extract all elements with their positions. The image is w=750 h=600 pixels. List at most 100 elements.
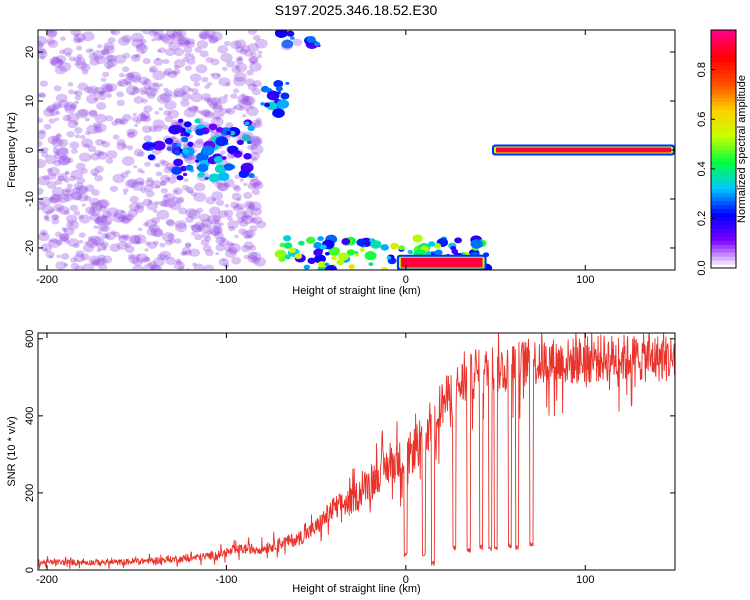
heat-blob: [246, 106, 259, 117]
heat-blob: [158, 83, 163, 88]
heat-blob: [243, 95, 256, 106]
heat-blob: [202, 244, 212, 252]
heat-blob: [107, 37, 116, 44]
heat-blob: [38, 187, 44, 196]
heat-blob: [241, 134, 252, 142]
heat-blob: [241, 45, 251, 53]
heat-blob: [215, 127, 224, 133]
heat-blob: [76, 61, 88, 70]
heat-blob: [175, 219, 187, 229]
heat-blob: [274, 30, 288, 38]
heat-blob: [184, 132, 190, 137]
heat-blob: [303, 264, 311, 270]
heat-blob: [220, 150, 226, 155]
heat-blob: [166, 146, 173, 152]
heat-blob: [240, 207, 245, 211]
heat-blob: [454, 237, 463, 244]
heat-blob: [176, 143, 181, 147]
heat-blob: [147, 241, 158, 249]
heat-blob: [193, 263, 205, 270]
heat-blob: [180, 92, 192, 101]
heat-blob: [94, 113, 107, 124]
heat-blob: [92, 122, 102, 129]
heat-blob: [246, 202, 254, 208]
colorbar-segment: [711, 152, 736, 158]
heat-blob: [101, 255, 113, 264]
heat-blob: [224, 163, 234, 171]
heat-blob: [52, 214, 60, 221]
heat-blob: [57, 173, 69, 182]
heat-blob: [187, 106, 192, 111]
heat-blob: [65, 214, 78, 224]
heat-blob: [39, 229, 48, 236]
heat-blob: [144, 91, 149, 95]
heat-blob: [159, 92, 173, 102]
heat-blob: [41, 232, 47, 237]
heat-blob: [63, 227, 75, 236]
heat-blob: [45, 251, 55, 259]
heat-blob: [141, 125, 152, 134]
heat-blob: [243, 200, 256, 210]
heat-blob: [142, 58, 151, 65]
heat-blob: [247, 125, 255, 132]
heat-blob: [281, 39, 294, 49]
heat-blob: [81, 69, 89, 75]
heat-blob: [159, 242, 166, 248]
heat-blob: [75, 250, 85, 258]
heat-blob: [247, 43, 259, 53]
heat-blob: [127, 253, 136, 260]
heat-blob: [225, 122, 234, 129]
heat-blob: [100, 140, 107, 145]
heat-blob: [238, 98, 252, 109]
heat-blob: [154, 31, 160, 36]
colorbar-segment: [711, 252, 736, 257]
heat-blob: [155, 171, 163, 177]
colorbar-frame: [710, 29, 737, 269]
heat-blob: [202, 109, 212, 117]
heat-blob: [195, 138, 204, 145]
heat-blob: [434, 249, 443, 256]
heat-blob: [97, 150, 105, 157]
heat-blob: [168, 33, 176, 39]
heat-blob: [124, 242, 132, 248]
heat-blob: [245, 215, 251, 220]
heat-blob: [125, 213, 135, 221]
heat-blob: [223, 182, 230, 188]
heat-blob: [168, 238, 176, 244]
heat-blob: [53, 152, 62, 160]
heat-blob: [174, 238, 182, 244]
colorbar-segment: [711, 220, 736, 225]
heat-blob: [159, 159, 166, 165]
heat-blob: [230, 93, 238, 99]
heat-blob: [156, 209, 170, 220]
heat-blob: [191, 56, 196, 60]
heat-blob: [231, 192, 242, 201]
heat-blob: [76, 37, 83, 43]
heat-feature-3: [260, 80, 290, 118]
heat-blob: [164, 254, 169, 258]
heat-blob: [188, 87, 193, 92]
heat-blob: [215, 252, 220, 256]
heat-blob: [292, 38, 303, 47]
heat-blob: [131, 116, 139, 122]
heat-blob: [68, 89, 75, 95]
heat-blob: [75, 45, 83, 51]
heat-blob: [78, 239, 84, 244]
heat-blob: [126, 128, 138, 138]
heat-blob: [226, 241, 234, 247]
heat-blob: [210, 73, 215, 77]
heat-blob: [224, 204, 230, 208]
heat-blob: [51, 137, 64, 148]
heat-blob: [38, 201, 46, 211]
heat-blob: [47, 166, 60, 177]
colorbar-segment: [711, 37, 736, 43]
heat-blob: [153, 240, 159, 246]
heat-blob: [38, 48, 48, 59]
heat-blob: [298, 240, 305, 246]
heat-blob: [166, 219, 176, 227]
heat-blob: [243, 182, 248, 187]
heat-blob: [105, 92, 113, 99]
heat-blob: [88, 236, 94, 241]
heat-blob: [235, 197, 241, 202]
heat-blob: [288, 247, 296, 254]
